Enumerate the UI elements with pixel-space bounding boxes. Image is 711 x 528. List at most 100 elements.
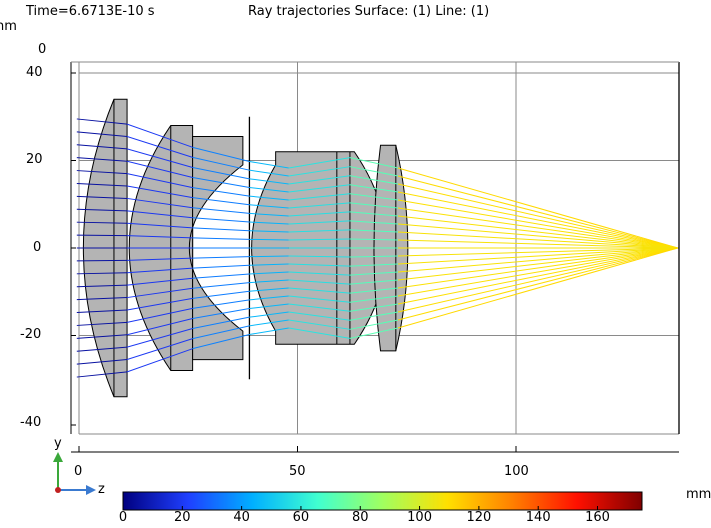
ray-segment	[249, 319, 289, 327]
ray-segment	[126, 148, 193, 168]
ray-segment	[192, 237, 250, 240]
ray-segment	[349, 202, 399, 209]
ray-segment	[76, 297, 128, 301]
ray-segment	[349, 157, 399, 169]
ray-segment	[127, 277, 193, 286]
ray-segment	[288, 175, 351, 185]
ray-segment	[249, 271, 289, 275]
ray-segment	[192, 333, 250, 350]
x-tick-label: 50	[289, 464, 306, 479]
ray-segment	[349, 295, 399, 303]
colorbar-tick-label: 140	[525, 510, 551, 525]
ray-segment	[249, 230, 289, 233]
ray-segment	[397, 231, 678, 249]
ray-segment	[126, 123, 193, 148]
ray-segment	[126, 338, 193, 360]
y-tick-label: -20	[20, 327, 42, 342]
ray-segment	[288, 157, 351, 169]
ray-segment	[76, 346, 128, 352]
ray-segment	[76, 284, 128, 288]
ray-segment	[126, 317, 193, 336]
ray-segment	[349, 303, 399, 312]
ray-segment	[397, 247, 678, 313]
y-tick-label: -40	[20, 415, 42, 430]
plot-title: Ray trajectories Surface: (1) Line: (1)	[248, 4, 490, 19]
ray-segment	[192, 227, 250, 232]
ray-segment	[126, 328, 193, 348]
ray-segment	[249, 327, 289, 335]
colorbar-tick-label: 0	[118, 510, 128, 525]
ray-segment	[249, 255, 289, 258]
ray-segment	[397, 247, 678, 305]
ray-segment	[192, 325, 250, 340]
x-tick-label: 0	[74, 464, 83, 479]
ray-segment	[192, 256, 250, 259]
ray-trajectories	[76, 118, 678, 378]
ray-segment	[349, 279, 399, 285]
ray-segment	[76, 371, 128, 378]
ray-segment	[76, 359, 128, 365]
ray-segment	[76, 221, 128, 224]
colorbar-tick-label: 60	[292, 510, 310, 525]
ray-segment	[126, 348, 193, 373]
ray-segment	[397, 247, 678, 257]
plot-frame	[70, 61, 680, 453]
ray-segment	[288, 303, 350, 312]
ray-segment	[127, 257, 193, 261]
ray-segment	[288, 271, 350, 276]
ray-segment	[349, 263, 399, 267]
colorbar-tick-label: 80	[351, 510, 369, 525]
ray-segment	[192, 197, 250, 206]
colorbar-tick-label: 120	[466, 510, 492, 525]
ray-segment	[192, 156, 250, 171]
ray-segment	[127, 222, 193, 229]
ray-segment	[76, 309, 128, 314]
ray-segment	[288, 287, 350, 294]
ray-segment	[126, 185, 193, 199]
axis-triad[interactable]	[53, 452, 96, 495]
ray-segment	[127, 267, 193, 274]
ray-segment	[397, 247, 678, 321]
ray-segment	[349, 238, 399, 241]
ray-segment	[249, 295, 289, 301]
y-tick-label: 0	[33, 240, 42, 255]
y-unit-label: nm	[0, 19, 17, 34]
ray-segment	[288, 211, 350, 217]
ray-segment	[192, 146, 250, 163]
ray-segment	[249, 221, 289, 225]
ray-segment	[76, 157, 128, 162]
ray-segment	[288, 229, 350, 233]
ray-segment	[192, 282, 250, 289]
ray-segment	[76, 272, 128, 275]
ray-segment	[192, 207, 250, 214]
y-tick-label: 20	[26, 152, 43, 167]
ray-segment	[249, 204, 289, 209]
ray-segment	[288, 255, 350, 258]
ray-segment	[126, 297, 193, 311]
ray-segment	[349, 287, 399, 294]
ray-segment	[249, 279, 289, 284]
ray-segment	[249, 238, 289, 241]
ray-segment	[397, 247, 678, 273]
ray-segment	[249, 311, 289, 318]
ray-segment	[126, 287, 193, 299]
ray-segment	[76, 131, 128, 137]
ray-segment	[76, 334, 128, 339]
ray-segment	[126, 136, 193, 158]
ray-segment	[349, 220, 399, 225]
ray-segment	[397, 167, 678, 249]
ray-segment	[127, 210, 193, 219]
ray-segment	[249, 195, 289, 201]
ray-segment	[127, 235, 193, 239]
ray-segment	[249, 161, 289, 169]
triad-y-label: y	[54, 436, 62, 451]
colorbar-tick-label: 40	[233, 510, 250, 525]
ray-segment	[288, 295, 350, 303]
ray-segment	[349, 193, 399, 201]
ray-segment	[76, 118, 128, 125]
ray-segment	[76, 208, 128, 212]
ray-segment	[249, 169, 289, 177]
ray-segment	[397, 199, 678, 249]
ray-segment	[288, 319, 351, 330]
ray-segment	[249, 178, 289, 185]
